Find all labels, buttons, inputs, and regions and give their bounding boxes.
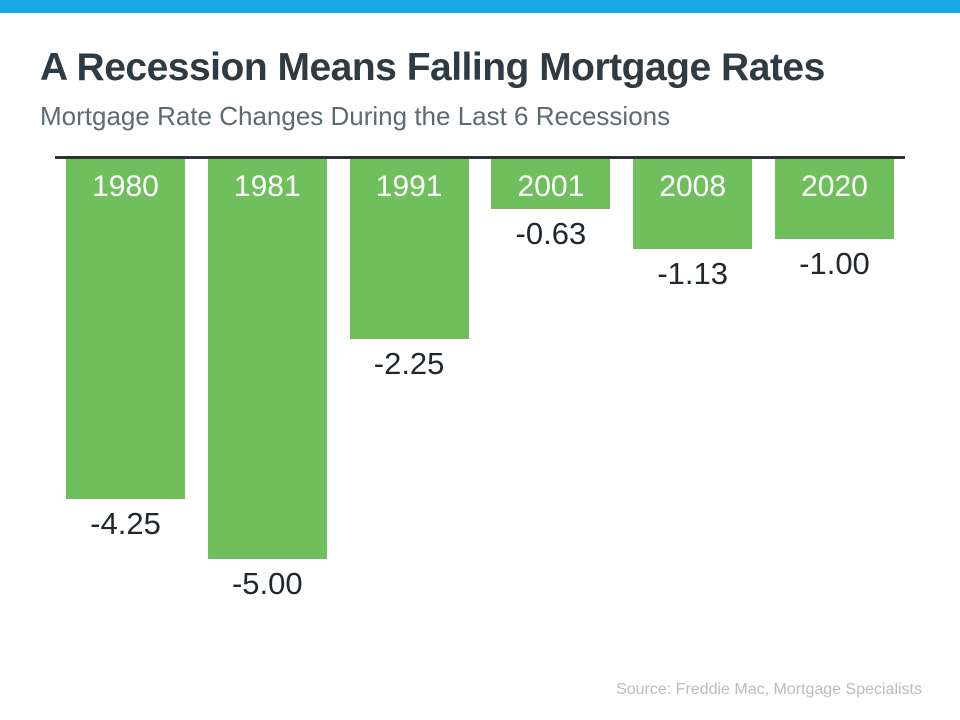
bar-value-label: -5.00 [231,566,303,601]
recession-bar: 2020 -1.00 [774,159,894,279]
bar-year-label: 1980 [92,170,159,203]
bar-value-label: -1.00 [799,246,870,281]
recession-bar: 2001 -0.63 [491,159,611,249]
page-title: A Recession Means Falling Mortgage Rates [40,46,825,89]
bar-chart: 1980 -4.25 1981 -5.00 1991 -2.25 2001 -0… [55,159,905,659]
bar-value-label: -2.25 [373,346,445,381]
bar-value-label: -1.13 [657,256,729,292]
bar-value-label: -4.25 [90,506,161,541]
top-accent-bar [0,0,960,13]
recession-bar: 1980 -4.25 [66,159,185,539]
bar-year-label: 1981 [233,170,301,203]
recession-bar: 2008 -1.13 [633,159,753,289]
chart-baseline [55,156,905,159]
source-credit: Source: Freddie Mac, Mortgage Specialist… [616,681,922,698]
bar-year-label: 1991 [375,170,443,203]
bar-year-label: 2020 [801,170,868,203]
bar-value-label: -0.63 [515,216,587,252]
page-subtitle: Mortgage Rate Changes During the Last 6 … [40,101,671,131]
bar-year-label: 2001 [517,170,585,203]
recession-bar: 1981 -5.00 [207,159,327,599]
recession-bar: 1991 -2.25 [349,159,469,379]
bar-year-label: 2008 [659,170,727,203]
